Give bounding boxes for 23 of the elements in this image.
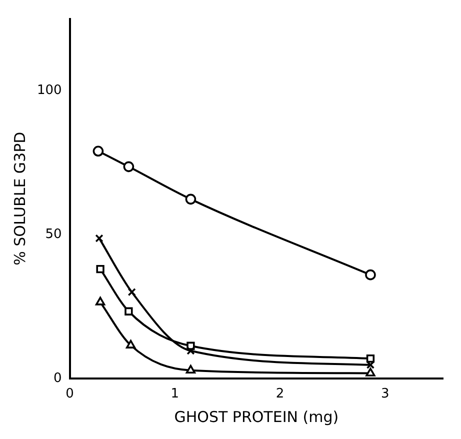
x-tick-label: 1	[170, 386, 180, 402]
point	[124, 307, 133, 316]
x-tick-label: 3	[381, 386, 390, 402]
y-tick-label: 100	[36, 83, 62, 98]
point	[123, 161, 134, 172]
point	[126, 340, 136, 348]
point	[96, 296, 106, 306]
point	[95, 234, 104, 242]
x-axis-title: GHOST PROTEIN (mg)	[174, 408, 339, 426]
point	[96, 265, 104, 274]
point	[185, 194, 196, 205]
y-axis-title: % SOLUBLE G3PD	[10, 132, 29, 266]
point	[128, 288, 136, 296]
point	[92, 146, 104, 157]
x-tick-label: 0	[66, 386, 74, 402]
point	[186, 346, 195, 355]
point	[365, 269, 376, 280]
x-tick-label: 2	[276, 386, 284, 402]
point	[366, 354, 375, 363]
point	[186, 364, 196, 374]
y-tick-label: 50	[45, 226, 62, 242]
point	[366, 368, 376, 376]
y-tick-label: 0	[54, 370, 62, 386]
